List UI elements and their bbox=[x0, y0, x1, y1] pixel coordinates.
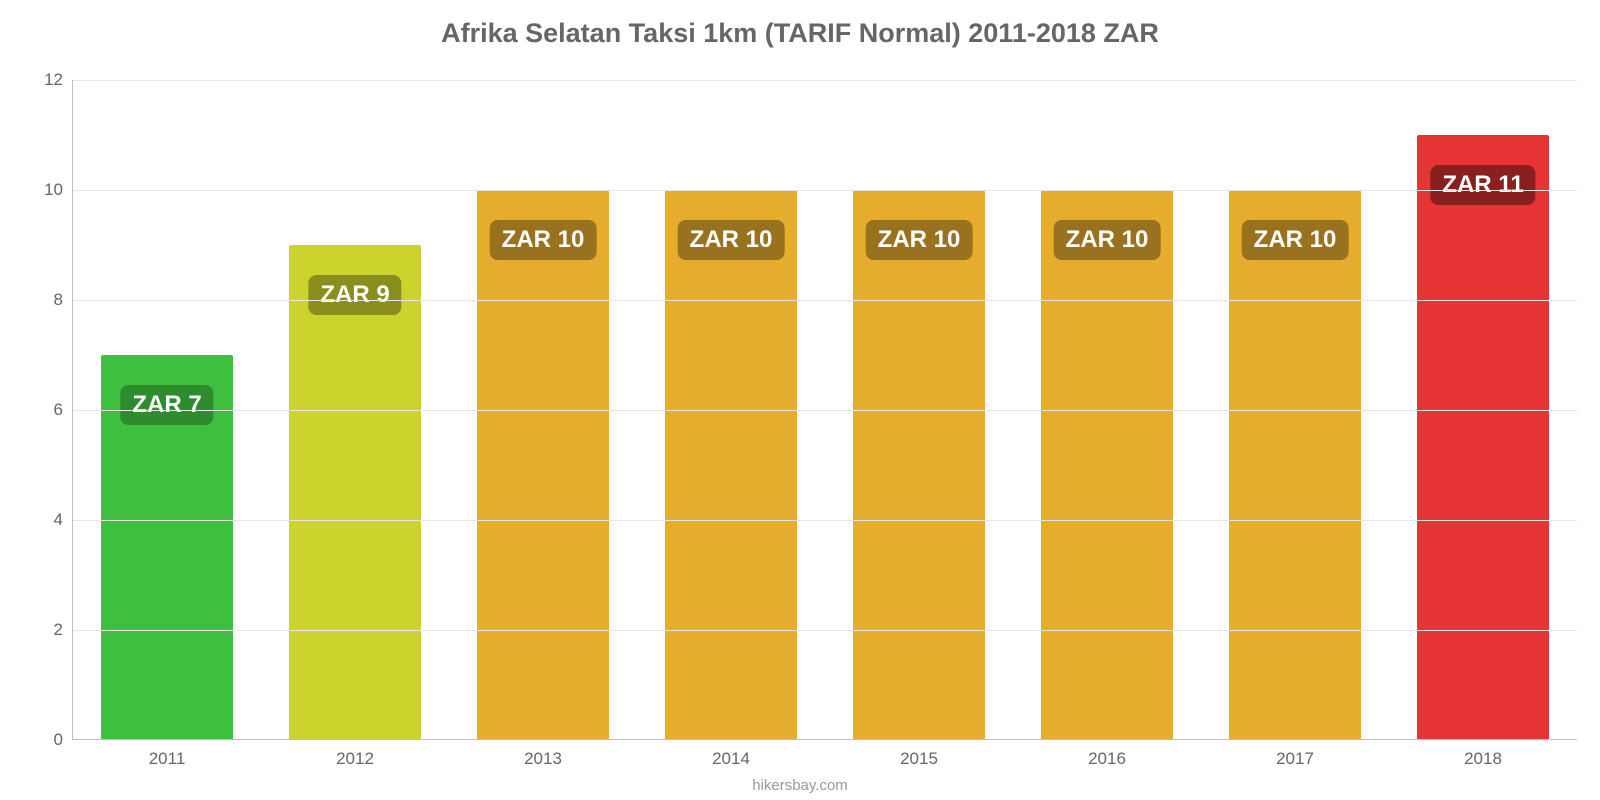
x-tick-label: 2018 bbox=[1464, 739, 1502, 769]
gridline bbox=[73, 630, 1577, 631]
bar-value-label: ZAR 9 bbox=[308, 275, 401, 315]
bar-value-label: ZAR 10 bbox=[1054, 220, 1161, 260]
y-tick-label: 10 bbox=[44, 180, 73, 200]
y-tick-label: 0 bbox=[54, 730, 73, 750]
chart-container: Afrika Selatan Taksi 1km (TARIF Normal) … bbox=[0, 0, 1600, 800]
x-tick-label: 2012 bbox=[336, 739, 374, 769]
x-tick-label: 2011 bbox=[149, 739, 186, 769]
chart-caption: hikersbay.com bbox=[752, 777, 848, 794]
bar-value-label: ZAR 10 bbox=[866, 220, 973, 260]
gridline bbox=[73, 80, 1577, 81]
y-tick-label: 2 bbox=[54, 620, 73, 640]
bar: ZAR 10 bbox=[1229, 190, 1361, 739]
bar: ZAR 10 bbox=[1041, 190, 1173, 739]
bar-value-label: ZAR 10 bbox=[1242, 220, 1349, 260]
y-tick-label: 4 bbox=[54, 510, 73, 530]
bar: ZAR 10 bbox=[477, 190, 609, 739]
bar: ZAR 10 bbox=[853, 190, 985, 739]
bar-value-label: ZAR 11 bbox=[1430, 165, 1535, 205]
bar-value-label: ZAR 10 bbox=[678, 220, 785, 260]
x-tick-label: 2016 bbox=[1088, 739, 1126, 769]
x-tick-label: 2015 bbox=[900, 739, 938, 769]
y-tick-label: 8 bbox=[54, 290, 73, 310]
gridline bbox=[73, 520, 1577, 521]
bar: ZAR 10 bbox=[665, 190, 797, 739]
x-tick-label: 2017 bbox=[1276, 739, 1314, 769]
y-tick-label: 12 bbox=[44, 70, 73, 90]
gridline bbox=[73, 300, 1577, 301]
plot-area: ZAR 72011ZAR 92012ZAR 102013ZAR 102014ZA… bbox=[72, 80, 1577, 740]
bar-value-label: ZAR 7 bbox=[120, 385, 213, 425]
x-tick-label: 2014 bbox=[712, 739, 750, 769]
gridline bbox=[73, 190, 1577, 191]
y-tick-label: 6 bbox=[54, 400, 73, 420]
chart-title: Afrika Selatan Taksi 1km (TARIF Normal) … bbox=[0, 0, 1600, 49]
bar: ZAR 11 bbox=[1417, 135, 1549, 739]
x-tick-label: 2013 bbox=[524, 739, 562, 769]
gridline bbox=[73, 410, 1577, 411]
bar: ZAR 7 bbox=[101, 355, 233, 739]
bar-value-label: ZAR 10 bbox=[490, 220, 597, 260]
bar: ZAR 9 bbox=[289, 245, 421, 739]
